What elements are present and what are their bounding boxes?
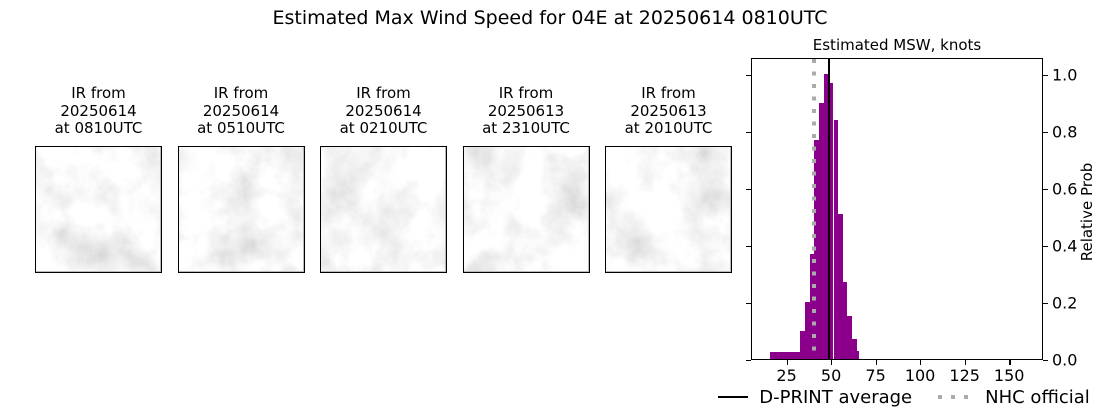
- y-axis-tick-left: [746, 360, 751, 362]
- y-axis-tick-label: 0.0: [1052, 350, 1078, 370]
- histogram-bar: [800, 330, 806, 359]
- y-axis-tick-right: [1043, 189, 1048, 191]
- histogram-bar: [805, 302, 810, 359]
- y-axis-tick-right: [1043, 360, 1048, 362]
- x-axis-tick: [786, 360, 788, 365]
- histogram-bar: [856, 350, 860, 359]
- legend-label: D-PRINT average: [759, 386, 913, 408]
- y-axis-tick-label: 0.2: [1052, 293, 1078, 313]
- histogram-bar: [847, 316, 852, 359]
- ir-satellite-image: [35, 146, 162, 273]
- y-axis-tick-right: [1043, 132, 1048, 134]
- histogram-bar: [818, 102, 825, 359]
- ir-satellite-image: [462, 146, 590, 273]
- histogram-bar: [838, 213, 843, 359]
- y-axis-tick-right: [1043, 75, 1048, 77]
- y-axis-tick-left: [746, 246, 751, 248]
- y-axis-tick-right: [1043, 303, 1048, 305]
- histogram-bar: [770, 351, 800, 359]
- y-axis-tick-label: 0.8: [1052, 122, 1078, 142]
- y-axis-tick-label: 0.4: [1052, 236, 1078, 256]
- ir-panel-label: IR from 20250613 at 2310UTC: [482, 84, 570, 137]
- histogram-bar: [809, 253, 815, 359]
- ir-satellite-image: [177, 146, 305, 273]
- legend-label: NHC official: [985, 386, 1090, 408]
- x-axis-tick: [964, 360, 967, 365]
- histogram-bar: [814, 139, 819, 359]
- y-axis-tick-right: [1043, 246, 1048, 248]
- x-axis-tick-label: 125: [949, 366, 980, 385]
- histogram-bar: [828, 82, 834, 359]
- x-axis-tick-label: 50: [820, 366, 842, 385]
- histogram-bar: [852, 339, 857, 359]
- x-axis-tick: [831, 360, 833, 365]
- x-axis-tick: [1009, 360, 1011, 365]
- dotted-line-sample: [938, 395, 975, 399]
- legend-item: NHC official: [938, 387, 1090, 408]
- y-axis-tick-left: [746, 189, 751, 191]
- figure-title: Estimated Max Wind Speed for 04E at 2025…: [272, 7, 828, 29]
- dprint-average-line: [827, 59, 830, 359]
- histogram-bar: [833, 119, 839, 359]
- x-axis-tick-label: 100: [904, 366, 936, 385]
- solid-line-sample: [718, 396, 749, 398]
- x-axis-tick-label: 25: [776, 366, 797, 385]
- ir-satellite-image: [605, 146, 732, 273]
- histogram-bar: [824, 74, 829, 359]
- ir-panel-label: IR from 20250614 at 0510UTC: [197, 84, 285, 137]
- legend-item: D-PRINT average: [718, 387, 912, 408]
- ir-panel-label: IR from 20250614 at 0810UTC: [54, 84, 143, 137]
- y-axis-tick-left: [746, 132, 751, 134]
- x-axis-tick: [920, 360, 922, 365]
- x-axis-tick: [875, 360, 877, 365]
- plot-area: [751, 58, 1043, 360]
- ir-panel-label: IR from 20250614 at 0210UTC: [339, 84, 428, 137]
- ir-panel-label: IR from 20250613 at 2010UTC: [624, 84, 713, 137]
- y-axis-tick-label: 0.6: [1052, 179, 1078, 199]
- chart-title: Estimated MSW, knots: [812, 36, 982, 54]
- x-axis-tick-label: 75: [865, 366, 886, 385]
- y-axis-tick-left: [746, 75, 751, 77]
- x-axis-tick-label: 150: [993, 366, 1025, 385]
- y-axis-tick-left: [746, 303, 751, 305]
- histogram-bar: [842, 282, 848, 359]
- y-axis-label: Relative Prob: [1078, 162, 1096, 262]
- nhc-official-line: [812, 59, 817, 359]
- y-axis-tick-label: 1.0: [1052, 65, 1078, 85]
- chart-legend: D-PRINT average NHC official: [718, 386, 1090, 408]
- ir-satellite-image: [320, 146, 447, 273]
